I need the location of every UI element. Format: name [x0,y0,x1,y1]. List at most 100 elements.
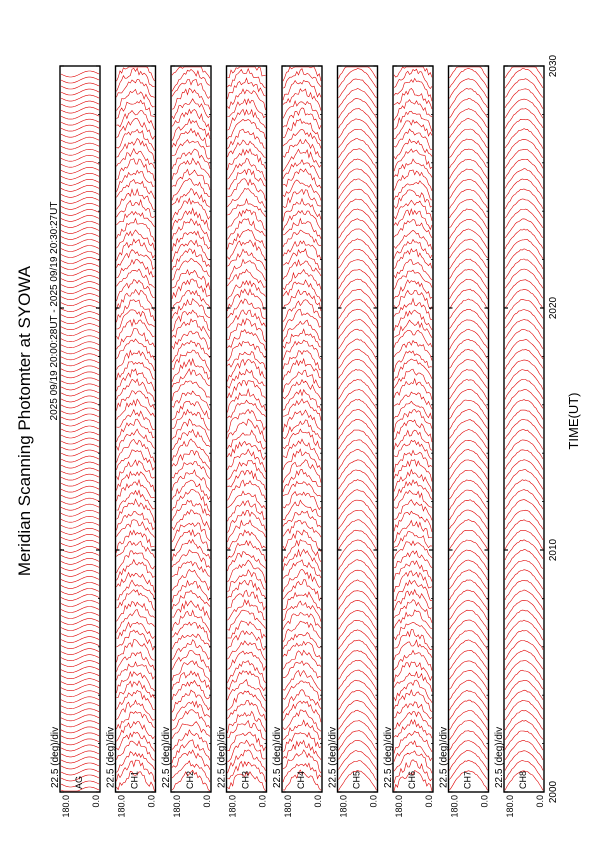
scan-trace [171,79,211,99]
scan-trace [449,449,488,469]
scan-trace [504,649,544,670]
scale-note: 22.5 (deg)/div [439,727,450,788]
scan-trace [227,358,266,382]
scan-trace [338,569,377,591]
scan-trace [116,318,155,340]
panel-traces-7 [393,66,433,792]
scan-trace [116,609,155,633]
scan-trace [227,368,266,389]
scan-trace [504,188,544,210]
scan-trace [60,305,100,312]
scan-trace [338,489,377,510]
y-tick-label-bottom: 0.0 [147,795,157,808]
scan-trace [227,710,266,734]
scan-trace [116,188,155,210]
scan-trace [393,368,433,389]
scan-trace [393,259,433,281]
scan-trace [449,690,488,711]
panel-frame-7 [392,65,434,793]
plot-area: Meridian Scanning Photomter at SYOWA 202… [15,54,581,817]
scan-trace [282,279,322,302]
scan-trace [449,148,488,169]
scan-trace [171,769,211,792]
scan-trace [227,690,266,712]
scan-trace [171,589,211,610]
scan-trace [116,88,155,111]
scan-trace [116,368,155,392]
scan-trace [171,528,211,552]
scan-trace [504,719,544,740]
scan-trace [449,138,488,159]
scan-trace [171,522,211,543]
scan-trace [504,108,544,129]
scan-trace [504,630,544,650]
scan-trace [449,470,488,490]
scan-trace [60,317,100,324]
scan-trace [282,632,322,650]
scan-trace [282,499,322,521]
scan-trace [449,549,488,571]
y-tick-label-top: 180.0 [505,795,515,818]
scan-trace [504,149,544,169]
scan-trace [227,650,266,672]
scan-trace [171,108,211,131]
scan-trace [504,208,544,229]
scan-trace [338,129,377,149]
scan-trace [171,258,211,281]
scan-trace [504,589,544,610]
scan-trace [282,459,322,483]
scan-trace [227,208,266,231]
panel-frame-2 [114,65,157,793]
scan-trace [227,239,266,262]
scan-trace [171,218,211,243]
scan-trace [116,79,155,98]
scan-trace [282,409,322,432]
scan-trace [116,117,155,140]
scan-trace [60,209,100,216]
scan-trace [60,88,100,96]
scan-trace [449,519,488,540]
scan-trace [338,168,377,189]
scan-trace [171,721,211,739]
scan-trace [449,278,488,300]
channel-label: CH1 [130,771,140,789]
scan-trace [504,399,544,420]
scan-trace [504,539,544,561]
panel-frame-3 [170,65,212,793]
scan-trace [449,699,488,721]
scan-trace [227,579,266,599]
scan-trace [116,571,155,593]
y-tick-label-bottom: 0.0 [424,795,434,808]
scan-trace [504,309,544,329]
scan-trace [449,67,488,89]
scan-trace [504,599,544,620]
scan-trace [227,739,266,763]
y-tick-label-top: 180.0 [61,795,71,818]
scan-trace [60,624,100,631]
scan-trace [449,750,488,771]
scan-trace [116,589,155,611]
scan-trace [393,769,433,792]
scan-trace [449,168,488,189]
scan-trace [449,529,488,550]
scan-trace [393,459,433,482]
scan-trace [338,269,377,290]
scan-trace [171,139,211,160]
scan-trace [116,238,155,261]
scan-trace [116,109,155,130]
scan-trace [60,540,100,547]
scan-trace [282,539,322,562]
y-tick-label-top: 180.0 [117,795,127,818]
scan-trace [393,238,433,259]
scan-trace [282,308,322,332]
scan-trace [60,594,100,601]
scan-trace [393,99,433,121]
scan-trace [227,187,266,209]
scan-trace [60,702,100,709]
scan-trace [504,389,544,410]
scan-trace [338,590,377,611]
scan-trace [171,489,211,513]
scan-trace [449,419,488,440]
scan-trace [338,108,377,129]
scan-trace [60,612,100,619]
